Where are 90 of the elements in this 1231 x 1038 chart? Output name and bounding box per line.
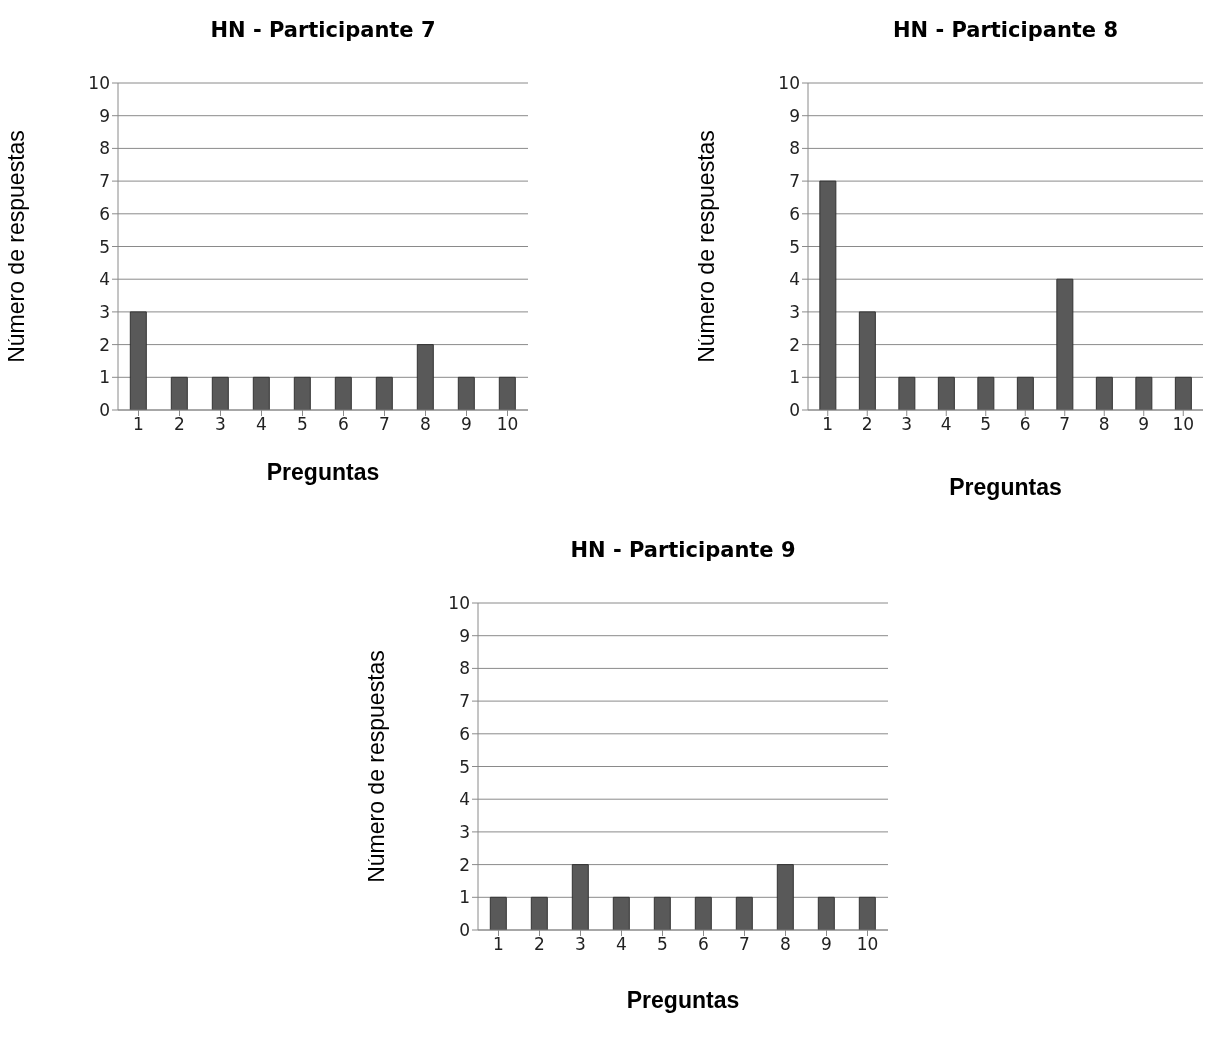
y-tick-label: 8 bbox=[99, 138, 110, 159]
bar bbox=[937, 376, 955, 410]
y-axis-title: Número de respuestas bbox=[3, 130, 30, 363]
y-tick-label: 3 bbox=[789, 301, 800, 322]
y-tick-label: 7 bbox=[789, 171, 800, 192]
y-tick-label: 6 bbox=[99, 203, 110, 224]
y-tick-label: 9 bbox=[459, 625, 470, 646]
x-tick-label: 4 bbox=[616, 934, 627, 955]
x-tick-label: 7 bbox=[739, 934, 750, 955]
x-tick-label: 4 bbox=[256, 414, 267, 435]
y-tick-label: 10 bbox=[88, 73, 110, 94]
y-tick-label: 2 bbox=[789, 334, 800, 355]
x-tick-label: 1 bbox=[822, 414, 834, 435]
x-tick-label: 7 bbox=[1059, 414, 1071, 435]
bar bbox=[1016, 376, 1034, 410]
x-tick-label: 4 bbox=[940, 414, 952, 435]
bar bbox=[1174, 376, 1192, 410]
y-tick-label: 9 bbox=[99, 105, 110, 126]
y-tick-label: 0 bbox=[459, 920, 470, 941]
bar bbox=[898, 376, 916, 410]
y-tick-label: 9 bbox=[789, 105, 800, 126]
y-tick-label: 7 bbox=[99, 171, 110, 192]
x-axis-title: Preguntas bbox=[266, 459, 380, 485]
y-tick-label: 2 bbox=[99, 334, 110, 355]
x-tick-label: 5 bbox=[297, 414, 308, 435]
bar bbox=[1095, 376, 1113, 410]
y-tick-label: 7 bbox=[459, 691, 470, 712]
bar bbox=[977, 376, 995, 410]
x-tick-label: 1 bbox=[133, 414, 144, 435]
y-tick-label: 4 bbox=[789, 269, 800, 290]
bar bbox=[293, 376, 311, 410]
y-tick-label: 10 bbox=[448, 593, 470, 614]
x-tick-label: 1 bbox=[493, 934, 504, 955]
x-tick-label: 9 bbox=[821, 934, 832, 955]
bar bbox=[170, 376, 188, 410]
bar bbox=[457, 376, 475, 410]
y-tick-label: 3 bbox=[99, 301, 110, 322]
bar bbox=[252, 376, 270, 410]
y-axis-title: Número de respuestas bbox=[363, 650, 390, 883]
x-axis-title: Preguntas bbox=[949, 474, 1062, 500]
bar bbox=[211, 376, 229, 410]
y-tick-label: 4 bbox=[99, 269, 110, 290]
x-tick-label: 5 bbox=[657, 934, 668, 955]
x-tick-label: 6 bbox=[698, 934, 709, 955]
bar bbox=[129, 311, 147, 410]
bar bbox=[819, 180, 837, 410]
x-tick-label: 10 bbox=[496, 414, 519, 435]
x-tick-label: 10 bbox=[1172, 414, 1195, 435]
x-tick-label: 9 bbox=[1138, 414, 1150, 435]
y-tick-label: 6 bbox=[459, 723, 470, 744]
bar bbox=[375, 376, 393, 410]
bar bbox=[416, 344, 434, 410]
y-tick-label: 4 bbox=[459, 789, 470, 810]
x-tick-label: 8 bbox=[420, 414, 431, 435]
y-tick-label: 1 bbox=[789, 367, 800, 388]
chart-title: HN - Participante 7 bbox=[209, 17, 437, 44]
x-tick-label: 3 bbox=[215, 414, 226, 435]
y-tick-label: 3 bbox=[459, 821, 470, 842]
y-axis-title: Número de respuestas bbox=[693, 130, 720, 363]
x-tick-label: 2 bbox=[174, 414, 185, 435]
x-tick-label: 5 bbox=[980, 414, 992, 435]
bar bbox=[334, 376, 352, 410]
y-tick-label: 1 bbox=[459, 887, 470, 908]
y-tick-label: 5 bbox=[789, 236, 800, 257]
x-tick-label: 7 bbox=[379, 414, 390, 435]
y-tick-label: 6 bbox=[789, 203, 800, 224]
y-tick-label: 0 bbox=[99, 400, 110, 421]
y-tick-label: 0 bbox=[789, 400, 800, 421]
y-tick-label: 5 bbox=[99, 236, 110, 257]
x-axis-title: Preguntas bbox=[626, 987, 740, 1013]
x-tick-label: 2 bbox=[861, 414, 873, 435]
bar bbox=[1056, 278, 1074, 410]
bar bbox=[858, 311, 876, 410]
x-tick-label: 2 bbox=[534, 934, 545, 955]
y-tick-label: 8 bbox=[459, 658, 470, 679]
x-tick-label: 6 bbox=[1019, 414, 1031, 435]
x-tick-label: 6 bbox=[338, 414, 349, 435]
bar bbox=[1135, 376, 1153, 410]
y-tick-label: 10 bbox=[778, 73, 800, 94]
x-tick-label: 8 bbox=[1098, 414, 1110, 435]
x-tick-label: 3 bbox=[901, 414, 913, 435]
bar bbox=[498, 376, 516, 410]
y-tick-label: 8 bbox=[789, 138, 800, 159]
y-tick-label: 2 bbox=[459, 854, 470, 875]
y-tick-label: 1 bbox=[99, 367, 110, 388]
x-tick-label: 10 bbox=[856, 934, 879, 955]
chart-title: HN - Participante 9 bbox=[569, 537, 797, 564]
x-tick-label: 3 bbox=[575, 934, 586, 955]
y-tick-label: 5 bbox=[459, 756, 470, 777]
chart-title: HN - Participante 8 bbox=[891, 17, 1120, 44]
